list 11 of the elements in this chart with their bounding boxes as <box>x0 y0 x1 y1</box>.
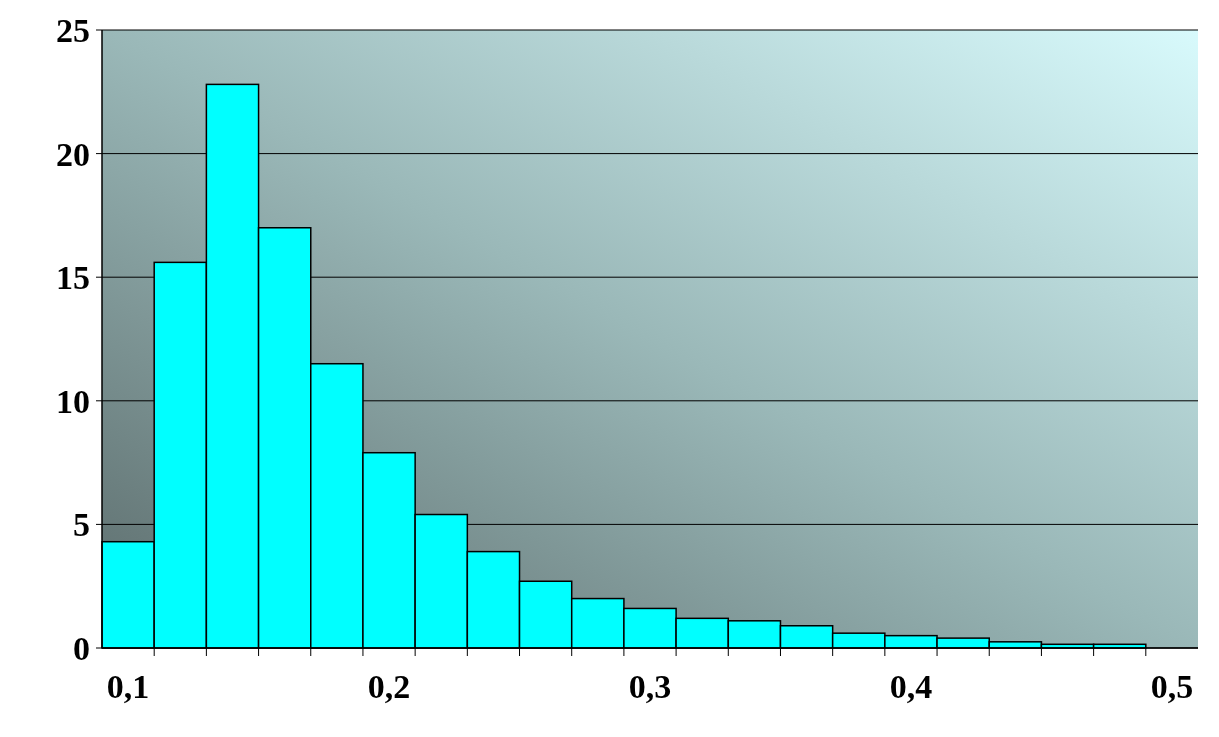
y-tick-label: 10 <box>56 382 90 420</box>
x-tick-label: 0,2 <box>367 668 411 705</box>
x-tick-label: 0,3 <box>628 668 672 705</box>
x-tick-label: 0,5 <box>1150 668 1194 705</box>
y-tick-label: 5 <box>73 506 90 544</box>
y-tick-label: 25 <box>56 11 90 49</box>
y-tick-label: 0 <box>73 629 90 667</box>
y-tick-label: 15 <box>56 259 90 297</box>
y-tick-label: 20 <box>56 135 90 173</box>
x-tick-label: 0,4 <box>889 668 933 705</box>
x-tick-label: 0,1 <box>106 668 150 705</box>
